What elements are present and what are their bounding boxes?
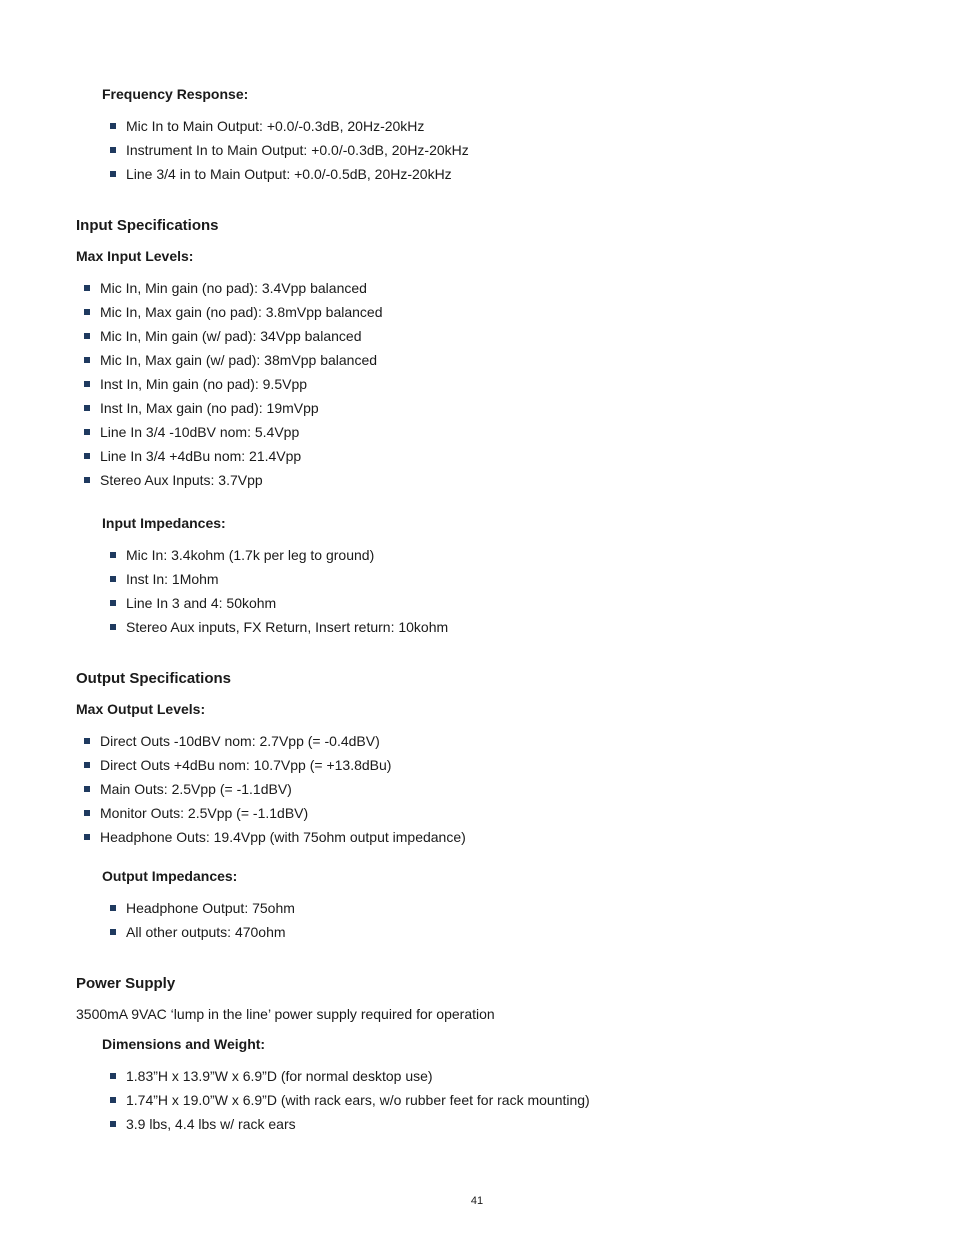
- list-item: Line 3/4 in to Main Output: +0.0/-0.5dB,…: [110, 164, 878, 185]
- list-item: Stereo Aux inputs, FX Return, Insert ret…: [110, 617, 878, 638]
- list-item: Line In 3/4 -10dBV nom: 5.4Vpp: [84, 422, 878, 443]
- max-input-heading: Max Input Levels:: [76, 248, 878, 264]
- list-item: Mic In: 3.4kohm (1.7k per leg to ground): [110, 545, 878, 566]
- input-spec-heading: Input Specifications: [76, 217, 878, 234]
- max-output-heading: Max Output Levels:: [76, 701, 878, 717]
- list-item: 1.83”H x 13.9”W x 6.9”D (for normal desk…: [110, 1066, 878, 1087]
- list-item: Mic In, Max gain (w/ pad): 38mVpp balanc…: [84, 350, 878, 371]
- list-item: Mic In, Min gain (w/ pad): 34Vpp balance…: [84, 326, 878, 347]
- list-item: Headphone Outs: 19.4Vpp (with 75ohm outp…: [84, 827, 878, 848]
- power-desc: 3500mA 9VAC ‘lump in the line’ power sup…: [76, 1006, 878, 1022]
- list-item: Inst In: 1Mohm: [110, 569, 878, 590]
- page-content: Frequency Response: Mic In to Main Outpu…: [0, 0, 954, 1257]
- list-item: Direct Outs -10dBV nom: 2.7Vpp (= -0.4dB…: [84, 731, 878, 752]
- list-item: Headphone Output: 75ohm: [110, 898, 878, 919]
- list-item: Stereo Aux Inputs: 3.7Vpp: [84, 470, 878, 491]
- list-item: Monitor Outs: 2.5Vpp (= -1.1dBV): [84, 803, 878, 824]
- list-item: Inst In, Max gain (no pad): 19mVpp: [84, 398, 878, 419]
- list-item: Mic In to Main Output: +0.0/-0.3dB, 20Hz…: [110, 116, 878, 137]
- list-item: Line In 3/4 +4dBu nom: 21.4Vpp: [84, 446, 878, 467]
- output-imp-heading: Output Impedances:: [102, 868, 878, 884]
- list-item: 1.74”H x 19.0”W x 6.9”D (with rack ears,…: [110, 1090, 878, 1111]
- input-imp-list: Mic In: 3.4kohm (1.7k per leg to ground)…: [110, 545, 878, 638]
- dims-heading: Dimensions and Weight:: [102, 1036, 878, 1052]
- output-spec-heading: Output Specifications: [76, 670, 878, 687]
- list-item: Main Outs: 2.5Vpp (= -1.1dBV): [84, 779, 878, 800]
- list-item: Mic In, Min gain (no pad): 3.4Vpp balanc…: [84, 278, 878, 299]
- list-item: All other outputs: 470ohm: [110, 922, 878, 943]
- page-number: 41: [76, 1195, 878, 1207]
- output-imp-list: Headphone Output: 75ohm All other output…: [110, 898, 878, 943]
- freq-resp-heading: Frequency Response:: [102, 86, 878, 102]
- power-heading: Power Supply: [76, 975, 878, 992]
- max-input-list: Mic In, Min gain (no pad): 3.4Vpp balanc…: [84, 278, 878, 491]
- list-item: Line In 3 and 4: 50kohm: [110, 593, 878, 614]
- input-imp-heading: Input Impedances:: [102, 515, 878, 531]
- list-item: 3.9 lbs, 4.4 lbs w/ rack ears: [110, 1114, 878, 1135]
- dims-list: 1.83”H x 13.9”W x 6.9”D (for normal desk…: [110, 1066, 878, 1135]
- freq-resp-list: Mic In to Main Output: +0.0/-0.3dB, 20Hz…: [110, 116, 878, 185]
- list-item: Instrument In to Main Output: +0.0/-0.3d…: [110, 140, 878, 161]
- list-item: Mic In, Max gain (no pad): 3.8mVpp balan…: [84, 302, 878, 323]
- list-item: Inst In, Min gain (no pad): 9.5Vpp: [84, 374, 878, 395]
- list-item: Direct Outs +4dBu nom: 10.7Vpp (= +13.8d…: [84, 755, 878, 776]
- max-output-list: Direct Outs -10dBV nom: 2.7Vpp (= -0.4dB…: [84, 731, 878, 848]
